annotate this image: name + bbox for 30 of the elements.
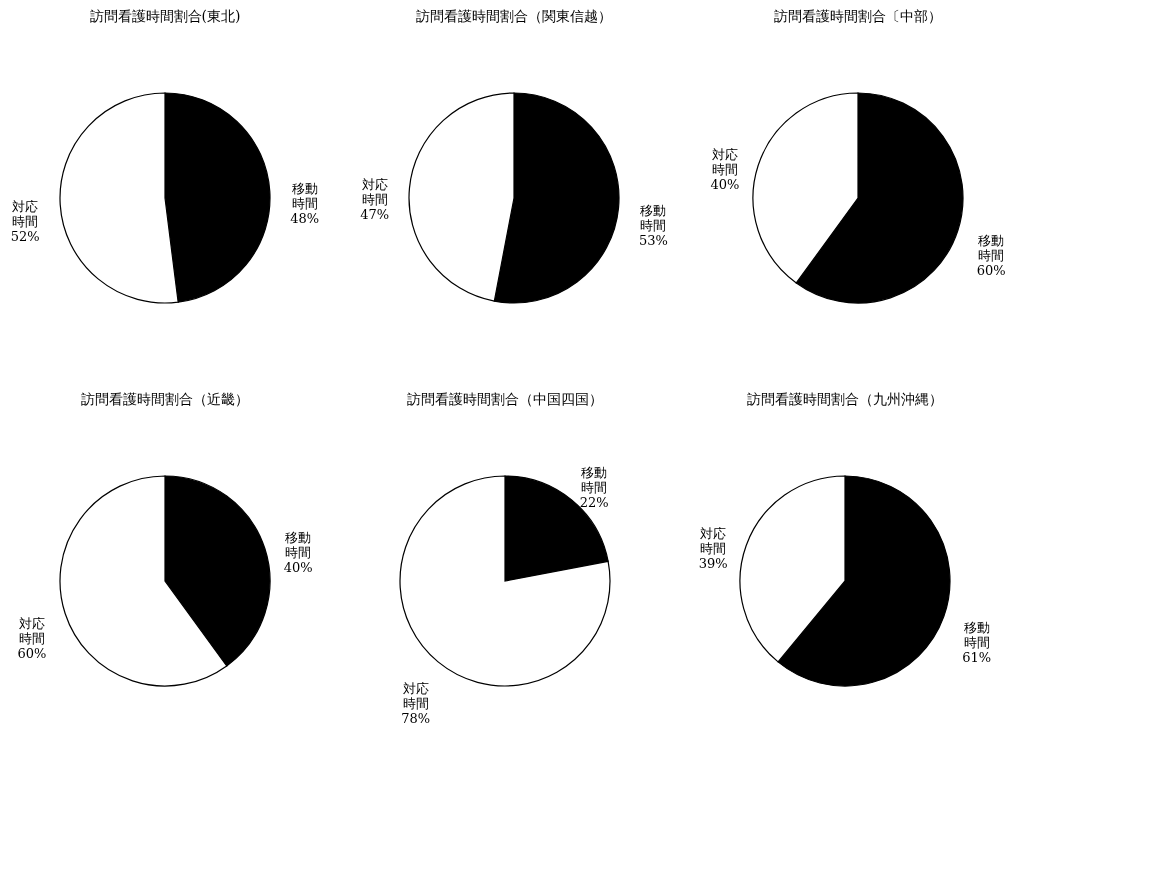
chart-title: 訪問看護時間割合(東北) — [89, 8, 241, 24]
slice-label: 移動時間 — [640, 203, 667, 234]
chart-title: 訪問看護時間割合〔中部） — [774, 8, 942, 24]
data-label: 52% — [10, 228, 40, 244]
slice-label: 対応時間 — [700, 525, 727, 556]
data-label: 60% — [976, 263, 1006, 279]
slice-label: 移動時間 — [978, 233, 1005, 264]
slice-label: 対応時間 — [18, 616, 45, 647]
data-label: 53% — [638, 233, 668, 249]
chart-title: 訪問看護時間割合（九州沖縄） — [747, 391, 943, 407]
chart-title: 訪問看護時間割合（近畿） — [81, 391, 249, 407]
data-label: 39% — [698, 555, 728, 571]
data-label: 40% — [710, 176, 740, 192]
data-label: 78% — [401, 710, 431, 726]
slice-label: 移動時間 — [963, 620, 990, 651]
data-label: 60% — [17, 646, 47, 662]
slice-label: 対応時間 — [361, 176, 388, 207]
slice-label: 対応時間 — [402, 680, 429, 711]
chart-title: 訪問看護時間割合（関東信越） — [416, 8, 612, 24]
data-label: 22% — [579, 495, 609, 511]
data-label: 48% — [290, 211, 320, 227]
data-label: 40% — [283, 559, 313, 575]
slice-label: 対応時間 — [12, 198, 39, 229]
data-label: 61% — [962, 650, 992, 666]
slice-label: 対応時間 — [711, 146, 738, 177]
slice-label: 移動時間 — [581, 465, 608, 496]
slice-label: 移動時間 — [291, 181, 318, 212]
slice-label: 移動時間 — [285, 529, 312, 560]
chart-title: 訪問看護時間割合（中国四国） — [407, 391, 603, 407]
data-label: 47% — [360, 206, 390, 222]
